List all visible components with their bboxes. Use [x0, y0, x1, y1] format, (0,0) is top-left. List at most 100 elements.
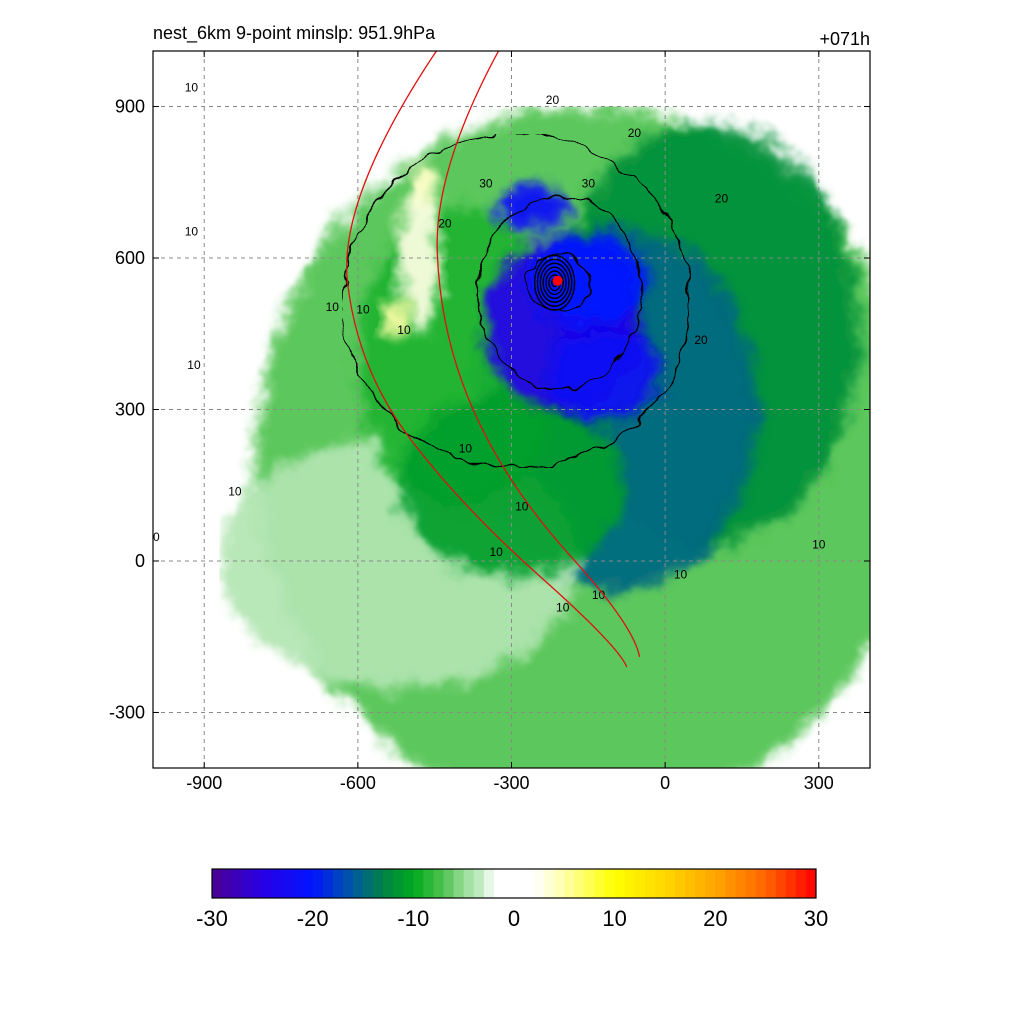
- colorbar-bin: [715, 869, 726, 898]
- colorbar-bin: [785, 869, 797, 898]
- colorbar-bin: [534, 869, 545, 898]
- colorbar-bin: [765, 869, 777, 898]
- colorbar-bin: [232, 869, 243, 898]
- reference-lines: [346, 51, 641, 668]
- colorbar-bin: [544, 869, 555, 898]
- contour-label: 20: [628, 126, 642, 140]
- y-tick-label: 300: [115, 400, 145, 420]
- colorbar-bin: [654, 869, 666, 898]
- x-tick-label: -900: [186, 773, 222, 793]
- colorbar-tick-label: 10: [602, 906, 626, 931]
- contour-label: 10: [185, 224, 199, 238]
- colorbar-bin: [453, 869, 465, 898]
- contour-label: 10: [812, 537, 826, 551]
- colorbar-tick-label: -10: [397, 906, 429, 931]
- colorbar-bin: [282, 869, 294, 898]
- colorbar-bin: [745, 869, 757, 898]
- colorbar-bin: [675, 869, 686, 898]
- storm-center-layer: [552, 275, 563, 286]
- colorbar-bin: [373, 869, 384, 898]
- field-blobs: [219, 106, 870, 768]
- x-tick-label: 300: [804, 773, 834, 793]
- contour-30: [525, 253, 591, 314]
- colorbar-bin: [433, 869, 445, 898]
- y-tick-label: 0: [135, 551, 145, 571]
- contour-label: 10: [356, 303, 370, 317]
- contour-label: 10: [592, 588, 606, 602]
- contour-label: 10: [459, 441, 473, 455]
- storm-center-marker: [552, 275, 563, 286]
- colorbar-bin: [624, 869, 636, 898]
- contour-label: 10: [674, 568, 688, 582]
- colorbar-bin: [332, 869, 344, 898]
- contour-label: 10: [515, 499, 529, 513]
- y-tick-label: -300: [109, 702, 145, 722]
- colorbar-bin: [222, 869, 233, 898]
- x-tick-label: 0: [660, 773, 670, 793]
- field-feature: [380, 298, 407, 339]
- colorbar-bin: [322, 869, 334, 898]
- colorbar-bin: [463, 869, 475, 898]
- colorbar-bin: [493, 869, 505, 898]
- y-tick-label: 600: [115, 248, 145, 268]
- center-contour-ring: [542, 266, 567, 300]
- center-contour-ring: [539, 262, 570, 303]
- chart-title: nest_6km 9-point minslp: 951.9hPa: [153, 23, 436, 44]
- colorbar-bin: [594, 869, 606, 898]
- colorbar-bin: [443, 869, 455, 898]
- contour-lines: [341, 133, 692, 469]
- contour-layer: 10 10 10 10 10 10 10 10 10 10 10 10 10 10 10 20 20 20 20 20…: [146, 80, 826, 614]
- colorbar-bin: [403, 869, 414, 898]
- colorbar-bin: [685, 869, 696, 898]
- colorbar-bin: [242, 869, 253, 898]
- reference-line-2: [436, 51, 641, 658]
- colorbar-bin: [212, 869, 223, 898]
- colorbar-bin: [725, 869, 736, 898]
- field-feature: [496, 182, 568, 233]
- colorbar-bin: [272, 869, 283, 898]
- contour-label: 10: [185, 80, 199, 94]
- contour-label: 30: [582, 176, 596, 190]
- colorbar-bin: [554, 869, 565, 898]
- plot-area: 10 10 10 10 10 10 10 10 10 10 10 10 10 10 10 20 20 20 20 20…: [146, 51, 870, 768]
- colorbar-bin: [755, 869, 767, 898]
- colorbar-bin: [695, 869, 706, 898]
- contour-label: 10: [397, 323, 411, 337]
- contour-label: 30: [479, 176, 493, 190]
- colorbar-bin: [262, 869, 273, 898]
- colorbar-bin: [564, 869, 575, 898]
- colorbar-bin: [423, 869, 434, 898]
- colorbar-bin: [735, 869, 747, 898]
- contour-label: 10: [146, 530, 160, 544]
- colorbar-bin: [514, 869, 525, 898]
- colorbar-bin: [352, 869, 364, 898]
- colorbar-bin: [584, 869, 596, 898]
- colorbar-bin: [614, 869, 626, 898]
- colorbar-tick-label: 20: [703, 906, 727, 931]
- center-contour-ring: [536, 258, 573, 307]
- colorbar-bin: [604, 869, 616, 898]
- colorbar-bin: [574, 869, 585, 898]
- colorbar-tick-label: -20: [297, 906, 329, 931]
- contour-label: 10: [228, 484, 242, 498]
- field-layer: [219, 106, 870, 768]
- colorbar-bin: [413, 869, 424, 898]
- x-tick-label: -300: [493, 773, 529, 793]
- colorbar-bin: [524, 869, 535, 898]
- colorbar-tick-label: 30: [804, 906, 828, 931]
- colorbar-bin: [665, 869, 676, 898]
- contour-label: 10: [326, 300, 340, 314]
- contour-label: 10: [489, 545, 503, 559]
- colorbar-bin: [473, 869, 485, 898]
- contour-label: 10: [187, 358, 201, 372]
- contour-label: 20: [546, 93, 560, 107]
- colorbar-bin: [795, 869, 807, 898]
- colorbar-bin: [252, 869, 263, 898]
- colorbar-bin: [503, 869, 515, 898]
- colorbar-bin: [312, 869, 324, 898]
- colorbar-tick-label: 0: [508, 906, 520, 931]
- colorbar-bin: [483, 869, 495, 898]
- colorbar-bin: [342, 869, 354, 898]
- colorbar-bin: [393, 869, 404, 898]
